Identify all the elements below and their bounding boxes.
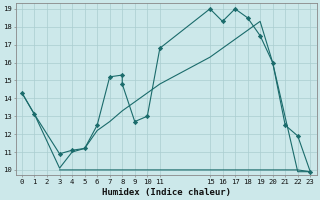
X-axis label: Humidex (Indice chaleur): Humidex (Indice chaleur) (102, 188, 231, 197)
